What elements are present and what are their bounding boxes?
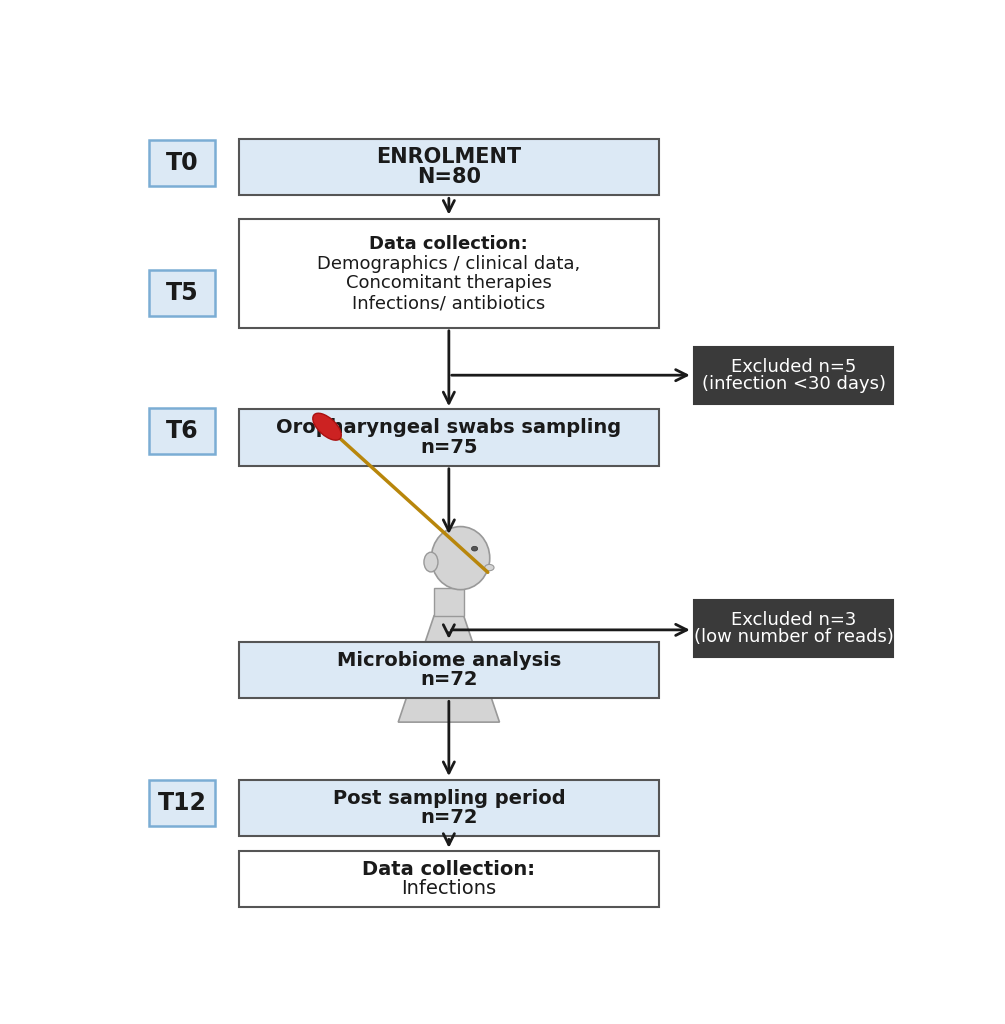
FancyBboxPatch shape (238, 851, 659, 907)
Ellipse shape (471, 546, 477, 551)
Text: Excluded n=5: Excluded n=5 (731, 357, 856, 376)
Text: Data collection:: Data collection: (363, 860, 536, 879)
Text: Post sampling period: Post sampling period (333, 788, 565, 808)
Ellipse shape (431, 526, 489, 590)
Text: T5: T5 (166, 282, 198, 305)
FancyBboxPatch shape (238, 410, 659, 466)
Text: Infections/ antibiotics: Infections/ antibiotics (352, 294, 546, 312)
Text: n=75: n=75 (420, 438, 477, 457)
Text: n=72: n=72 (420, 808, 477, 827)
Text: Demographics / clinical data,: Demographics / clinical data, (318, 255, 581, 272)
FancyBboxPatch shape (434, 588, 463, 615)
FancyBboxPatch shape (238, 779, 659, 837)
Text: (low number of reads): (low number of reads) (693, 628, 893, 646)
Text: Excluded n=3: Excluded n=3 (731, 610, 856, 629)
FancyBboxPatch shape (694, 347, 892, 403)
Ellipse shape (484, 564, 494, 570)
Ellipse shape (313, 414, 342, 440)
Text: Microbiome analysis: Microbiome analysis (337, 650, 561, 670)
FancyBboxPatch shape (238, 642, 659, 698)
Text: (infection <30 days): (infection <30 days) (701, 375, 885, 393)
Ellipse shape (424, 552, 438, 572)
FancyBboxPatch shape (238, 138, 659, 196)
FancyBboxPatch shape (149, 270, 215, 316)
Text: Data collection:: Data collection: (370, 234, 529, 253)
Text: Oropharyngeal swabs sampling: Oropharyngeal swabs sampling (276, 418, 621, 437)
Text: Concomitant therapies: Concomitant therapies (346, 274, 552, 292)
Text: T6: T6 (166, 419, 198, 443)
Text: T0: T0 (166, 152, 198, 175)
FancyBboxPatch shape (694, 600, 892, 656)
FancyBboxPatch shape (149, 780, 215, 826)
Text: n=72: n=72 (420, 671, 477, 689)
Text: Infections: Infections (401, 880, 496, 898)
Text: T12: T12 (158, 792, 207, 815)
Text: ENROLMENT: ENROLMENT (376, 147, 522, 167)
Polygon shape (398, 615, 499, 722)
FancyBboxPatch shape (149, 409, 215, 454)
FancyBboxPatch shape (238, 219, 659, 328)
Text: N=80: N=80 (417, 167, 480, 187)
FancyBboxPatch shape (149, 140, 215, 186)
